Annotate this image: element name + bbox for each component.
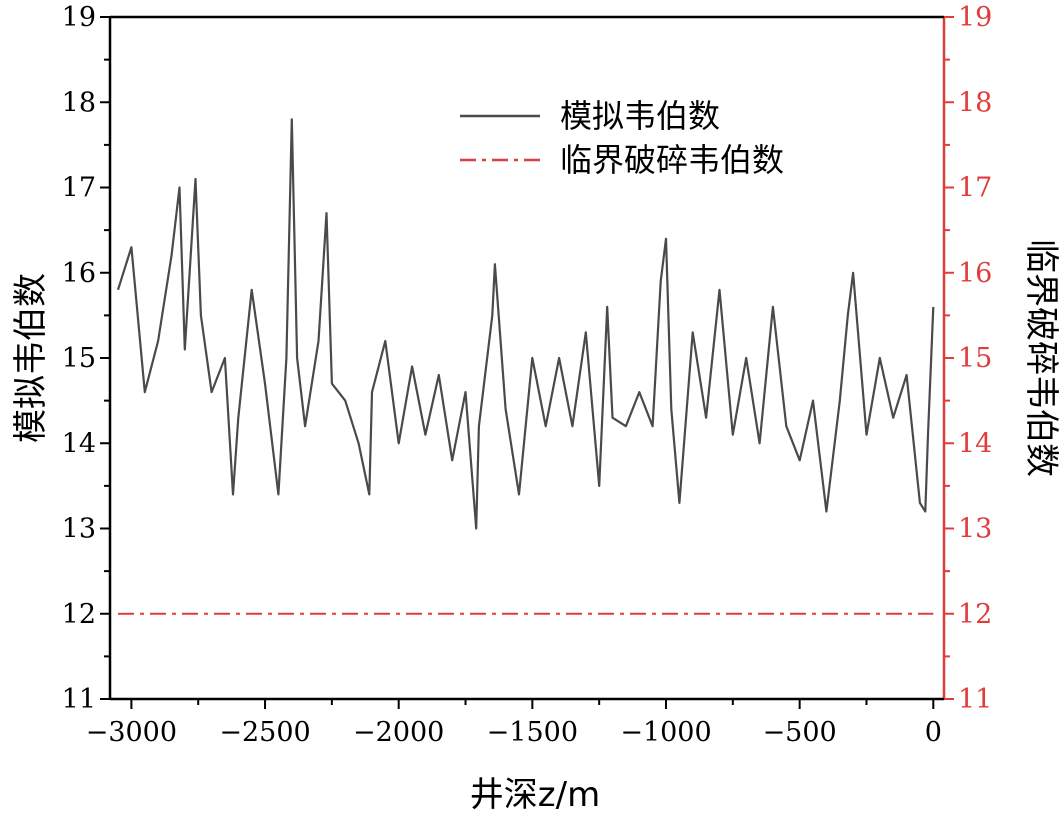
right-y-axis-title: 临界破碎韦伯数 bbox=[1021, 239, 1061, 477]
right-y-tick-label: 14 bbox=[958, 428, 992, 459]
simulated-weber-line bbox=[116, 118, 935, 530]
left-y-tick-label: 13 bbox=[62, 514, 96, 545]
left-y-tick-label: 18 bbox=[62, 87, 96, 118]
legend-label-critical: 临界破碎韦伯数 bbox=[560, 141, 784, 179]
right-y-tick-label: 19 bbox=[958, 2, 992, 33]
right-y-tick-label: 18 bbox=[958, 87, 992, 118]
left-y-tick-label: 16 bbox=[62, 258, 96, 289]
left-y-axis-title: 模拟韦伯数 bbox=[11, 273, 51, 443]
x-tick-label: −2000 bbox=[353, 717, 444, 748]
left-y-tick-label: 15 bbox=[62, 343, 96, 374]
right-y-tick-label: 13 bbox=[958, 514, 992, 545]
x-tick-label: −2500 bbox=[219, 717, 310, 748]
x-tick-label: −500 bbox=[763, 717, 837, 748]
legend-label-simulated: 模拟韦伯数 bbox=[560, 97, 720, 135]
left-y-tick-label: 11 bbox=[62, 684, 96, 715]
right-y-tick-label: 15 bbox=[958, 343, 992, 374]
x-tick-label: −3000 bbox=[86, 717, 177, 748]
x-tick-label: −1000 bbox=[620, 717, 711, 748]
x-tick-label: 0 bbox=[925, 717, 942, 748]
x-tick-label: −1500 bbox=[487, 717, 578, 748]
right-y-tick-label: 16 bbox=[958, 258, 992, 289]
x-axis-title: 井深z/m bbox=[470, 775, 600, 815]
left-y-tick-label: 19 bbox=[62, 2, 96, 33]
right-y-tick-label: 11 bbox=[958, 684, 992, 715]
left-y-tick-label: 14 bbox=[62, 428, 96, 459]
left-y-tick-label: 17 bbox=[62, 173, 96, 204]
right-y-tick-label: 12 bbox=[958, 599, 992, 630]
right-y-tick-label: 17 bbox=[958, 173, 992, 204]
left-y-tick-label: 12 bbox=[62, 599, 96, 630]
